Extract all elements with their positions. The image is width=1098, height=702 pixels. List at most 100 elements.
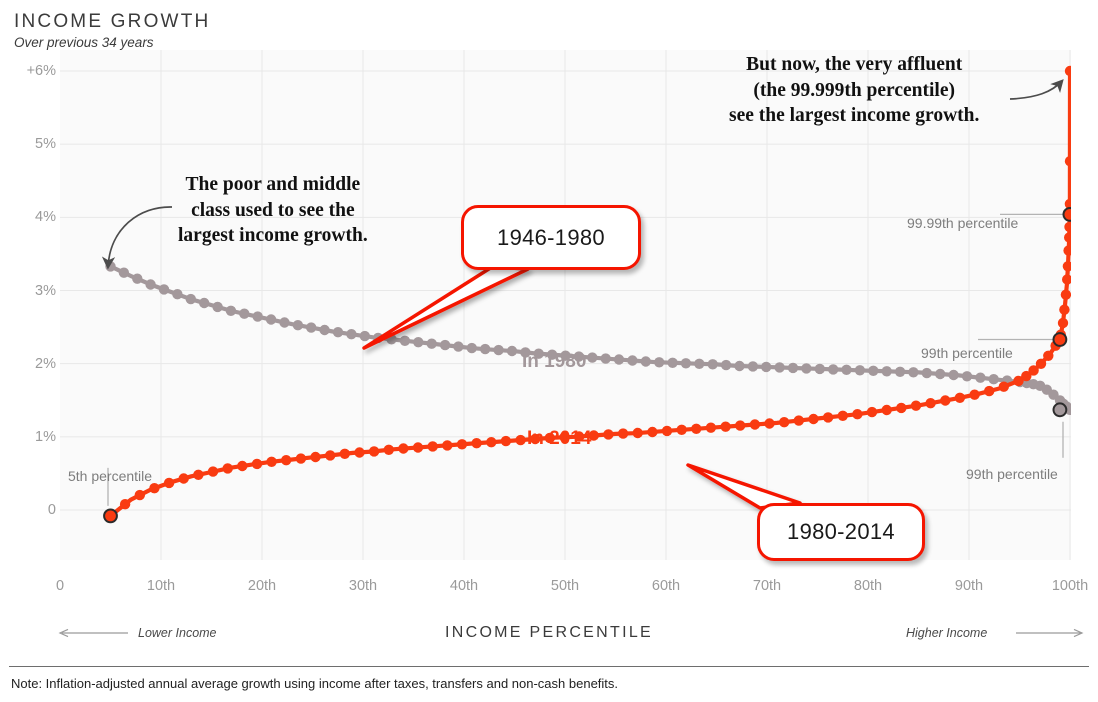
data-point [134, 489, 145, 501]
series-in-2014 [105, 65, 1071, 522]
data-point [881, 366, 892, 377]
data-point [439, 339, 451, 351]
data-point [808, 413, 819, 425]
data-point [546, 349, 558, 360]
data-point [841, 364, 852, 375]
y-axis-tick-label: 4% [35, 209, 56, 226]
data-point [178, 473, 189, 484]
data-point [1059, 304, 1070, 315]
data-point [281, 455, 292, 466]
data-point [1028, 365, 1039, 376]
data-point [1063, 245, 1071, 256]
bubble-1946-1980[interactable]: 1946-1980 [461, 205, 641, 270]
data-point [691, 423, 702, 434]
highlighted-points [103, 207, 1072, 524]
data-point [573, 431, 585, 442]
y-axis-tick-label: 1% [35, 428, 56, 445]
data-point [680, 358, 692, 369]
x-axis-tick-label: 40th [449, 578, 479, 594]
x-axis-low-label: Lower Income [138, 626, 217, 640]
data-point [306, 322, 317, 333]
data-point [426, 338, 437, 349]
data-point [292, 320, 304, 331]
y-axis-tick-label: +6% [26, 63, 56, 79]
data-point [559, 432, 570, 443]
bubble-1980-2014[interactable]: 1980-2014 [757, 503, 925, 561]
data-point [1060, 289, 1071, 300]
data-point [279, 317, 290, 328]
data-point [359, 330, 370, 342]
data-point [787, 362, 799, 374]
data-point [1064, 232, 1071, 243]
data-point [1062, 274, 1071, 285]
data-point [774, 362, 785, 373]
data-point [398, 443, 409, 454]
data-point [222, 463, 233, 474]
data-point [747, 361, 759, 372]
data-point [1013, 375, 1024, 387]
x-axis-direction-arrows [58, 628, 1084, 638]
footer-divider [9, 666, 1089, 667]
data-point [632, 427, 643, 439]
series-line [108, 264, 1071, 412]
data-point [427, 441, 438, 452]
x-axis-tick-label: 60th [651, 578, 681, 594]
data-point [720, 421, 731, 432]
data-point [617, 428, 629, 439]
data-point [866, 406, 878, 418]
annotation-line: largest income growth. [178, 225, 368, 247]
label-99th-percentile-gray: 99th percentile [966, 466, 1058, 482]
data-point [560, 350, 571, 361]
highlighted-data-point[interactable] [1052, 402, 1068, 418]
annotation-right: But now, the very affluent (the 99.999th … [729, 52, 979, 129]
data-point [1057, 317, 1069, 329]
data-point [399, 335, 411, 346]
data-point [442, 440, 453, 451]
data-point [822, 412, 834, 423]
data-point [295, 453, 307, 464]
annotation-line: see the largest income growth. [729, 105, 980, 127]
data-point [544, 432, 555, 444]
data-point [603, 429, 614, 440]
data-point [105, 261, 116, 272]
data-point [265, 314, 277, 325]
data-point [573, 351, 585, 362]
data-point [530, 433, 541, 445]
y-axis-tick-label: 5% [35, 136, 56, 153]
page-title: INCOME GROWTH [14, 11, 211, 32]
data-point [998, 381, 1009, 392]
y-axis-tick-label: 3% [35, 282, 56, 299]
data-point [237, 460, 248, 472]
data-point [251, 458, 263, 470]
data-point [988, 374, 999, 385]
data-point [185, 293, 196, 305]
data-point [1062, 261, 1071, 272]
data-point [896, 402, 907, 414]
data-point [145, 279, 156, 290]
data-point [1021, 370, 1032, 382]
data-point [119, 499, 131, 510]
highlighted-data-point[interactable] [103, 508, 118, 524]
data-point [506, 345, 518, 357]
data-point [676, 424, 687, 435]
data-point [588, 430, 599, 441]
highlighted-data-point[interactable] [1062, 207, 1072, 222]
data-point [212, 301, 223, 313]
data-point [149, 483, 160, 494]
data-point [319, 324, 330, 336]
footnote: Note: Inflation-adjusted annual average … [11, 676, 619, 691]
data-point [854, 365, 866, 376]
data-point [480, 343, 491, 355]
data-point [954, 392, 966, 403]
x-axis-tick-label: 100th [1051, 578, 1089, 594]
highlighted-data-point[interactable] [1052, 332, 1068, 347]
data-point [975, 372, 986, 383]
data-point [1043, 350, 1054, 361]
x-axis-tick-label: 90th [954, 578, 984, 594]
x-axis-tick-label: 50th [550, 578, 580, 594]
data-point [172, 289, 183, 300]
series-label-2014: In 2014 [527, 428, 592, 449]
data-point [640, 356, 651, 367]
data-point [910, 400, 922, 411]
